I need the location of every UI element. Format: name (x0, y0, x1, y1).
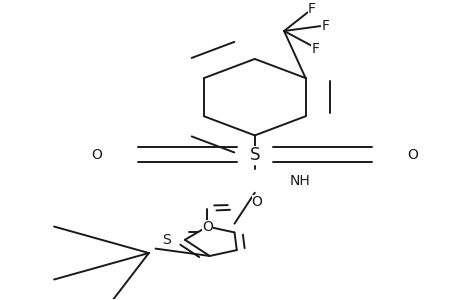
Text: O: O (91, 148, 102, 161)
Text: F: F (307, 2, 315, 16)
Text: F: F (311, 42, 319, 56)
Text: NH: NH (289, 174, 309, 188)
Text: O: O (251, 195, 262, 208)
Text: F: F (320, 19, 329, 33)
Text: S: S (162, 233, 171, 247)
Text: O: O (202, 220, 213, 234)
Text: O: O (406, 148, 417, 161)
Text: S: S (249, 146, 259, 164)
